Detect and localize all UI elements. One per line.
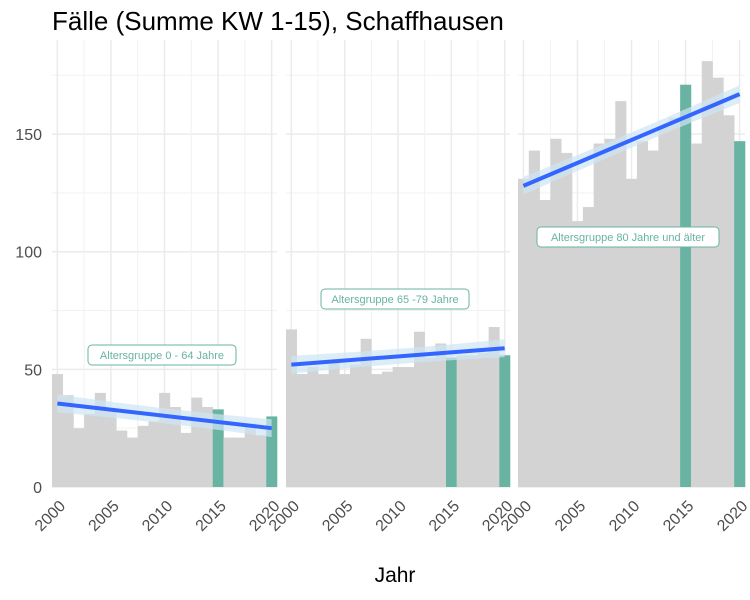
bar — [94, 392, 106, 487]
bar — [328, 362, 340, 487]
bar — [159, 392, 171, 487]
bar — [180, 432, 192, 487]
bar — [360, 338, 372, 487]
facet-panel: Altersgruppe 0 - 64 Jahre 2000 2005 2010 201… — [32, 40, 284, 535]
y-tick-label: 0 — [33, 480, 42, 497]
bar — [478, 352, 489, 487]
bar — [647, 150, 659, 488]
x-tick-label: 2010 — [606, 498, 643, 535]
bar — [615, 101, 627, 487]
bar — [403, 367, 415, 487]
y-axis: 0 50 100 150 — [15, 127, 42, 497]
bar — [234, 437, 246, 487]
trend-line — [57, 401, 272, 431]
x-tick-label: 2015 — [193, 498, 230, 535]
bar — [382, 371, 393, 487]
facet-label-box — [320, 288, 470, 310]
bar — [539, 199, 551, 487]
facet-label-box — [536, 226, 720, 248]
bar — [593, 143, 605, 487]
bar — [414, 331, 425, 487]
bar — [148, 421, 160, 487]
facet-panels: Altersgruppe 0 - 64 Jahre 2000 2005 2010 201… — [32, 40, 750, 535]
bar — [658, 127, 670, 488]
bar — [137, 425, 149, 487]
x-tick-label: 2000 — [32, 498, 69, 535]
bar — [73, 428, 85, 487]
bar — [202, 407, 214, 487]
bar — [456, 355, 468, 487]
bar — [518, 178, 530, 487]
bar — [572, 221, 584, 487]
bar — [52, 374, 64, 487]
bar — [105, 409, 117, 487]
x-axis-title: Jahr — [375, 564, 416, 587]
bar — [296, 374, 308, 487]
bar — [84, 414, 96, 487]
bar-highlight — [499, 355, 511, 487]
trend-line — [522, 92, 741, 188]
chart-title: Fälle (Summe KW 1-15), Schaffhausen — [52, 6, 504, 36]
bar-highlight — [734, 141, 746, 488]
bar-highlight — [212, 409, 224, 487]
bar — [488, 327, 500, 487]
x-tick-label: 2005 — [86, 498, 123, 535]
bar — [169, 407, 181, 487]
bar — [701, 61, 713, 488]
trend-line — [291, 346, 505, 367]
y-tick-label: 50 — [24, 362, 42, 379]
facet-label: Altersgruppe 80 Jahre und älter — [551, 232, 705, 244]
facet-label: Altersgruppe 0 - 64 Jahre — [100, 350, 224, 362]
bar — [255, 435, 267, 487]
bar — [339, 374, 351, 487]
bar — [712, 77, 724, 488]
bar — [582, 207, 594, 487]
bar — [392, 367, 404, 487]
bar-highlight — [446, 357, 457, 487]
bar — [244, 423, 256, 487]
bar — [690, 143, 703, 487]
facet-label-box — [87, 344, 237, 366]
bar — [318, 374, 329, 487]
bar — [223, 437, 235, 487]
x-tick-label: 2010 — [139, 498, 176, 535]
x-tick-label: 2020 — [714, 498, 750, 535]
x-tick-label: 2010 — [373, 498, 410, 535]
bar — [371, 374, 383, 487]
bar — [669, 117, 681, 487]
bar — [307, 367, 319, 487]
x-tick-label: 2005 — [552, 498, 589, 535]
bar-highlight — [266, 416, 278, 487]
y-tick-label: 150 — [15, 127, 42, 144]
x-tick-label: 2015 — [660, 498, 697, 535]
bar — [528, 150, 540, 488]
x-tick-label: 2005 — [319, 498, 356, 535]
facet-label: Altersgruppe 65 -79 Jahre — [331, 294, 458, 306]
bar — [626, 178, 638, 487]
bar — [424, 357, 436, 487]
bar — [191, 397, 203, 487]
bar — [350, 364, 361, 487]
y-tick-label: 100 — [15, 245, 42, 262]
bar — [116, 430, 128, 487]
bar — [550, 138, 562, 487]
bar — [723, 115, 735, 487]
bar — [636, 141, 649, 488]
bar — [467, 355, 479, 487]
bar-highlight — [680, 84, 692, 487]
bar — [127, 437, 139, 487]
bar — [62, 395, 74, 487]
bar — [286, 329, 297, 487]
bar — [561, 152, 573, 487]
bar — [604, 138, 616, 487]
x-tick-label: 2015 — [426, 498, 463, 535]
bar — [435, 343, 447, 487]
